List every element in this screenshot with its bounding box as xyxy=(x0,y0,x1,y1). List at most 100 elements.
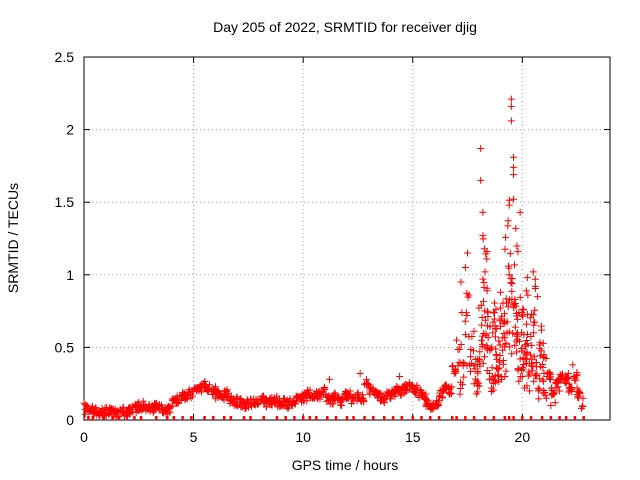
data-point xyxy=(512,302,520,310)
data-point xyxy=(502,233,510,241)
data-point xyxy=(523,274,531,282)
data-point xyxy=(396,372,404,380)
data-point xyxy=(467,353,475,361)
data-point xyxy=(522,287,530,295)
data-point xyxy=(536,375,544,383)
data-point xyxy=(561,378,569,386)
data-point xyxy=(530,329,538,337)
data-point xyxy=(523,351,531,359)
data-point xyxy=(535,385,543,393)
data-point xyxy=(571,376,579,384)
data-point xyxy=(374,390,382,398)
y-tick-label: 2.5 xyxy=(55,49,75,65)
data-point xyxy=(283,403,291,411)
data-point xyxy=(221,390,229,398)
data-point xyxy=(516,337,524,345)
data-point xyxy=(208,386,216,394)
y-tick-label: 0 xyxy=(66,412,74,428)
x-tick-label: 20 xyxy=(515,429,531,445)
data-point xyxy=(551,399,559,407)
data-point xyxy=(286,395,294,403)
data-point xyxy=(503,318,511,326)
data-point xyxy=(529,311,537,319)
data-point xyxy=(260,395,268,403)
data-point xyxy=(212,383,219,391)
data-point xyxy=(467,345,475,353)
data-point xyxy=(479,359,487,367)
data-point xyxy=(177,397,185,405)
data-point xyxy=(508,287,516,295)
data-point xyxy=(531,306,539,314)
data-point xyxy=(92,404,100,412)
data-point xyxy=(491,377,499,385)
data-point xyxy=(563,373,571,381)
data-point xyxy=(490,315,498,323)
data-point xyxy=(483,343,491,351)
data-point xyxy=(98,411,106,419)
data-point xyxy=(151,402,159,410)
data-point xyxy=(483,255,491,263)
data-point xyxy=(463,311,471,319)
data-point xyxy=(528,341,536,349)
data-point xyxy=(304,386,312,394)
data-point xyxy=(460,373,468,381)
data-point xyxy=(468,333,476,341)
data-point xyxy=(348,393,356,401)
data-point xyxy=(440,384,448,392)
data-point xyxy=(534,384,542,392)
y-axis-label: SRMTID / TECUs xyxy=(5,183,21,293)
data-point xyxy=(179,388,187,396)
data-point xyxy=(518,366,526,374)
data-point xyxy=(111,407,119,415)
data-point xyxy=(454,345,462,353)
data-point xyxy=(515,377,523,385)
x-tick-label: 15 xyxy=(405,429,421,445)
data-point xyxy=(102,412,110,420)
data-point xyxy=(137,402,145,410)
data-point xyxy=(492,351,500,359)
data-point xyxy=(539,377,547,385)
data-point xyxy=(492,333,500,341)
data-point xyxy=(536,352,544,360)
data-point xyxy=(568,385,576,393)
data-point xyxy=(508,350,516,358)
data-point xyxy=(511,323,519,331)
data-point xyxy=(477,144,485,152)
data-point xyxy=(362,381,370,389)
data-point xyxy=(459,380,467,388)
data-point xyxy=(366,385,374,393)
data-point xyxy=(523,336,531,344)
data-point xyxy=(462,309,470,317)
data-point xyxy=(415,394,423,402)
data-point xyxy=(516,208,524,216)
data-point xyxy=(501,334,509,342)
data-point xyxy=(542,354,550,362)
data-point xyxy=(413,386,421,394)
data-point xyxy=(507,95,515,103)
data-point xyxy=(334,393,342,401)
data-point xyxy=(573,371,581,379)
data-point xyxy=(427,404,435,412)
chart-title: Day 205 of 2022, SRMTID for receiver dji… xyxy=(213,19,477,35)
data-point xyxy=(348,399,356,407)
data-point xyxy=(514,248,522,256)
data-point xyxy=(446,384,454,392)
data-point xyxy=(325,375,333,383)
data-point xyxy=(242,400,250,408)
data-point xyxy=(537,347,545,355)
data-point xyxy=(326,396,334,404)
data-point xyxy=(470,362,478,370)
data-point xyxy=(496,288,504,296)
data-point xyxy=(291,400,299,408)
data-point xyxy=(510,195,518,203)
data-point xyxy=(479,297,487,305)
data-point xyxy=(506,343,514,351)
data-point xyxy=(280,402,288,410)
data-point xyxy=(564,370,572,378)
data-point xyxy=(480,279,488,287)
data-point xyxy=(303,397,311,405)
data-point xyxy=(533,370,541,378)
data-point xyxy=(187,392,195,400)
data-point xyxy=(328,400,336,408)
